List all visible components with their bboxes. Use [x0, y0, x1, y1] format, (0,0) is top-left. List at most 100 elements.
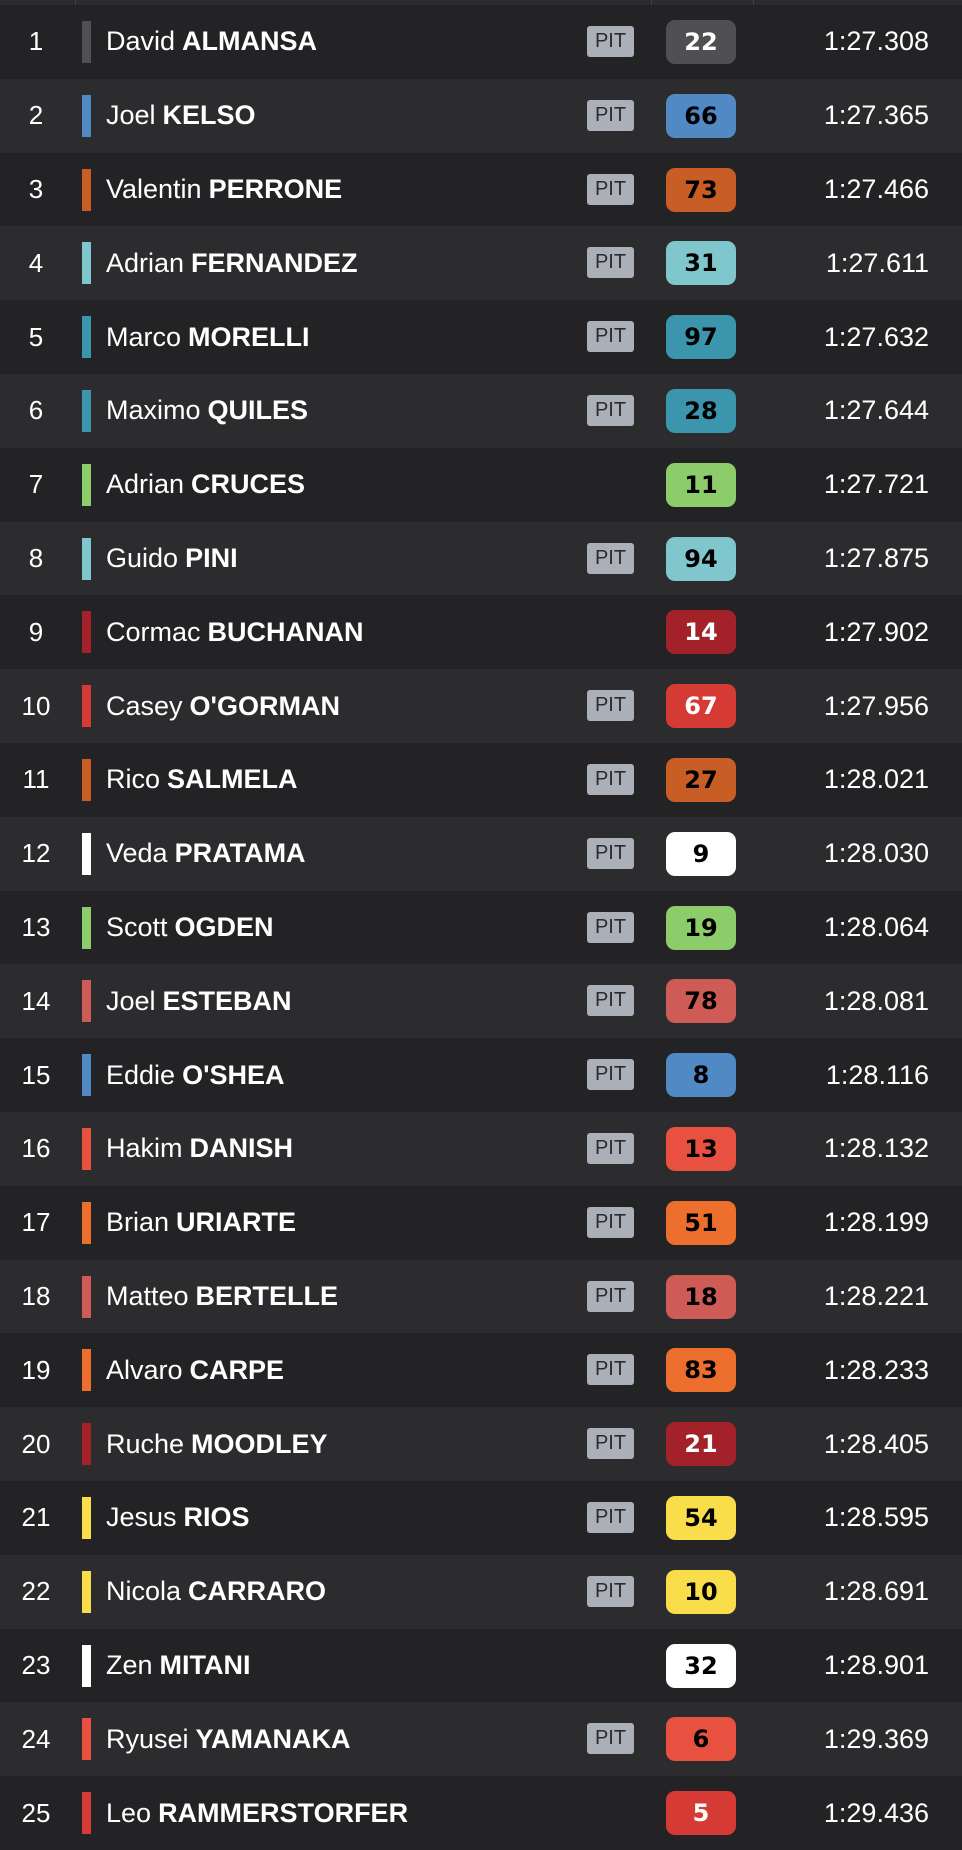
table-row[interactable]: 23 Zen MITANI 32 1:28.901 [0, 1628, 962, 1703]
last-name: KELSO [162, 100, 256, 131]
position: 23 [21, 1649, 51, 1680]
table-row[interactable]: 21 Jesus RIOS PIT 54 1:28.595 [0, 1480, 962, 1555]
rider-name: Maximo QUILES [106, 374, 308, 448]
first-name: Adrian [106, 247, 185, 278]
lap-time: 1:28.030 [823, 838, 929, 869]
pit-badge: PIT [587, 247, 634, 279]
table-row[interactable]: 16 Hakim DANISH PIT 13 1:28.132 [0, 1111, 962, 1186]
position: 2 [28, 100, 44, 131]
table-row[interactable]: 12 Veda PRATAMA PIT 9 1:28.030 [0, 816, 962, 891]
table-row[interactable]: 15 Eddie O'SHEA PIT 8 1:28.116 [0, 1038, 962, 1112]
last-name: FERNANDEZ [191, 247, 358, 278]
team-color-bar [82, 463, 91, 506]
first-name: Ruche [106, 1428, 185, 1459]
position: 4 [28, 247, 44, 278]
pit-badge: PIT [587, 1206, 634, 1238]
first-name: Nicola [106, 1576, 182, 1607]
last-name: O'SHEA [182, 1059, 285, 1090]
rider-number-badge: 21 [666, 1422, 736, 1467]
table-row[interactable]: 7 Adrian CRUCES 11 1:27.721 [0, 447, 962, 522]
table-row[interactable]: 20 Ruche MOODLEY PIT 21 1:28.405 [0, 1407, 962, 1481]
rider-number-badge: 8 [666, 1053, 736, 1098]
last-name: RAMMERSTORFER [158, 1797, 409, 1828]
position: 14 [21, 985, 51, 1016]
first-name: Leo [106, 1797, 152, 1828]
table-row[interactable]: 19 Alvaro CARPE PIT 83 1:28.233 [0, 1333, 962, 1408]
rider-number-badge: 6 [666, 1717, 736, 1762]
table-row[interactable]: 1 David ALMANSA PIT 22 1:27.308 [0, 5, 962, 79]
lap-time: 1:27.875 [823, 542, 929, 573]
position: 11 [22, 764, 50, 795]
rider-name: Marco MORELLI [106, 300, 310, 374]
table-row[interactable]: 11 Rico SALMELA PIT 27 1:28.021 [0, 742, 962, 817]
table-row[interactable]: 14 Joel ESTEBAN PIT 78 1:28.081 [0, 964, 962, 1039]
rider-number-badge: 27 [666, 757, 736, 802]
rider-name: Zen MITANI [106, 1629, 251, 1703]
team-color-bar [82, 906, 91, 949]
first-name: Joel [106, 100, 156, 131]
table-row[interactable]: 25 Leo RAMMERSTORFER 5 1:29.436 [0, 1776, 962, 1850]
rider-name: Hakim DANISH [106, 1112, 293, 1186]
rider-number-badge: 73 [666, 167, 736, 212]
table-row[interactable]: 5 Marco MORELLI PIT 97 1:27.632 [0, 300, 962, 374]
position: 6 [28, 395, 44, 426]
rider-number-badge: 67 [666, 684, 736, 729]
team-color-bar [82, 1201, 91, 1244]
table-row[interactable]: 3 Valentin PERRONE PIT 73 1:27.466 [0, 152, 962, 227]
team-color-bar [82, 611, 91, 654]
rider-name: Joel ESTEBAN [106, 964, 292, 1038]
rider-name: Alvaro CARPE [106, 1333, 284, 1407]
first-name: Matteo [106, 1280, 189, 1311]
pit-badge: PIT [587, 763, 634, 795]
team-color-bar [82, 316, 91, 359]
position: 13 [21, 911, 51, 942]
table-row[interactable]: 13 Scott OGDEN PIT 19 1:28.064 [0, 890, 962, 965]
first-name: Alvaro [106, 1354, 183, 1385]
table-row[interactable]: 4 Adrian FERNANDEZ PIT 31 1:27.611 [0, 226, 962, 301]
team-color-bar [82, 1349, 91, 1392]
first-name: Ryusei [106, 1723, 189, 1754]
pit-badge: PIT [587, 1059, 634, 1091]
lap-time: 1:27.308 [823, 26, 929, 57]
rider-number-badge: 13 [666, 1126, 736, 1171]
last-name: O'GORMAN [189, 690, 340, 721]
last-name: DANISH [189, 1133, 294, 1164]
table-row[interactable]: 18 Matteo BERTELLE PIT 18 1:28.221 [0, 1259, 962, 1334]
table-row[interactable]: 22 Nicola CARRARO PIT 10 1:28.691 [0, 1554, 962, 1629]
rider-number-badge: 28 [666, 388, 736, 433]
table-row[interactable]: 6 Maximo QUILES PIT 28 1:27.644 [0, 373, 962, 448]
rider-name: Leo RAMMERSTORFER [106, 1776, 408, 1850]
position: 5 [28, 321, 44, 352]
team-color-bar [82, 1127, 91, 1170]
lap-time: 1:27.721 [823, 469, 929, 500]
rider-number-badge: 31 [666, 241, 736, 286]
lap-time: 1:28.199 [823, 1207, 929, 1238]
rider-number-badge: 32 [666, 1643, 736, 1688]
last-name: MORELLI [188, 321, 310, 352]
lap-time: 1:28.021 [823, 764, 929, 795]
rider-name: Adrian FERNANDEZ [106, 226, 358, 300]
team-color-bar [82, 242, 91, 285]
table-row[interactable]: 24 Ryusei YAMANAKA PIT 6 1:29.369 [0, 1702, 962, 1777]
last-name: ALMANSA [182, 26, 318, 57]
column-divider [753, 0, 754, 5]
position: 25 [21, 1797, 51, 1828]
table-row[interactable]: 17 Brian URIARTE PIT 51 1:28.199 [0, 1185, 962, 1260]
standings-table: 1 David ALMANSA PIT 22 1:27.308 2 Joel KELSO PIT 6… [0, 5, 962, 1850]
lap-time: 1:27.644 [823, 395, 929, 426]
table-row[interactable]: 8 Guido PINI PIT 94 1:27.875 [0, 521, 962, 596]
rider-name: Rico SALMELA [106, 743, 298, 817]
table-row[interactable]: 10 Casey O'GORMAN PIT 67 1:27.956 [0, 669, 962, 743]
lap-time: 1:28.901 [823, 1649, 929, 1680]
rider-name: Casey O'GORMAN [106, 669, 340, 743]
pit-badge: PIT [587, 1501, 634, 1533]
table-row[interactable]: 2 Joel KELSO PIT 66 1:27.365 [0, 78, 962, 153]
table-row[interactable]: 9 Cormac BUCHANAN 14 1:27.902 [0, 595, 962, 670]
team-color-bar [82, 537, 91, 580]
team-color-bar [82, 1792, 91, 1835]
lap-time: 1:27.902 [823, 616, 929, 647]
pit-badge: PIT [587, 1575, 634, 1607]
first-name: Scott [106, 911, 168, 942]
position: 16 [21, 1133, 51, 1164]
rider-number-badge: 97 [666, 315, 736, 360]
